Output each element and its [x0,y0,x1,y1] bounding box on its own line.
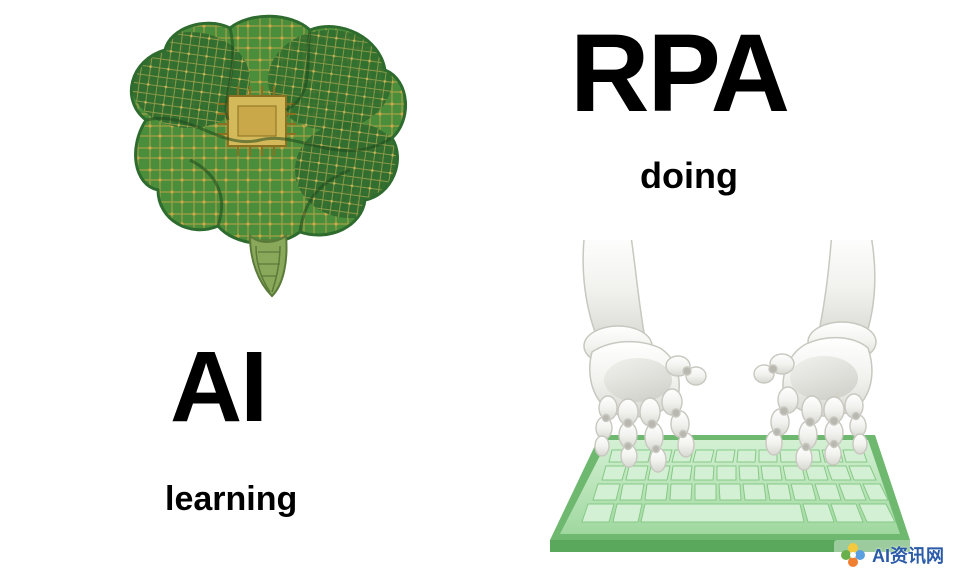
watermark-flower-icon [840,542,866,568]
ai-title: AI [170,330,266,445]
circuit-brain-illustration [100,10,420,300]
rpa-subtitle: doing [640,155,738,197]
robot-right-hand [754,240,876,470]
robot-left-hand [583,240,706,472]
robot-hands-keyboard-icon [530,240,930,560]
watermark-text: AI资讯网 [872,542,944,568]
infographic-canvas: AI learning RPA doing [0,0,960,580]
robot-hands-keyboard-illustration [530,240,930,560]
circuit-brain-icon [100,10,420,300]
watermark: AI资讯网 [834,540,950,570]
ai-subtitle: learning [165,480,297,519]
rpa-title: RPA [570,10,788,137]
